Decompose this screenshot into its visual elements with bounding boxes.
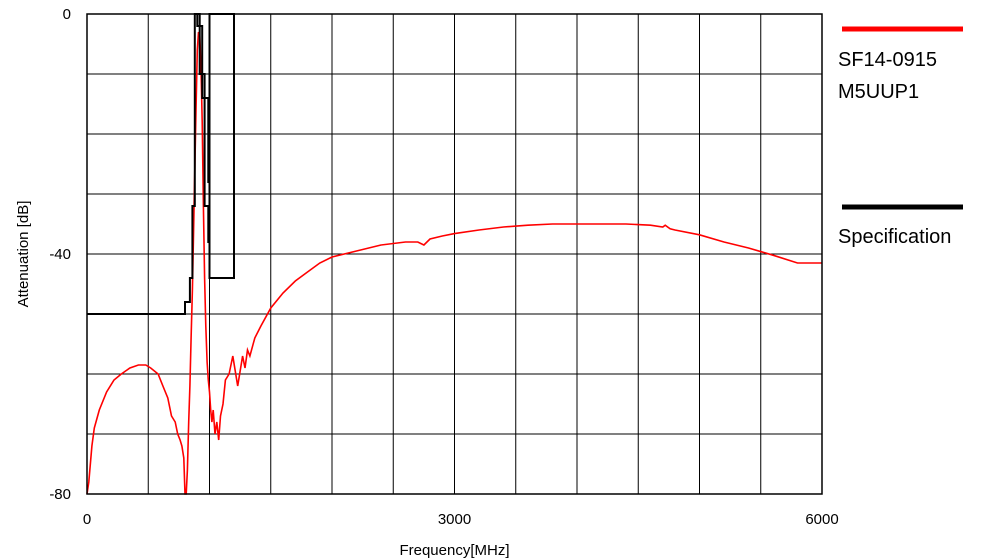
- series-lines: [86, 13, 822, 495]
- series-line-specification: [87, 13, 235, 315]
- x-tick-label: 0: [83, 511, 91, 528]
- x-tick-label: 6000: [805, 511, 838, 528]
- plot-frame: [86, 13, 823, 495]
- legend-label: SF14-0915: [838, 49, 937, 71]
- legend: SF14-0915 M5UUP1 Specification: [838, 26, 963, 248]
- y-tick-label: 0: [63, 6, 71, 23]
- legend-label: M5UUP1: [838, 81, 919, 103]
- grid: [87, 14, 822, 494]
- series-line-measured: [86, 31, 822, 495]
- legend-label: Specification: [838, 226, 951, 248]
- y-axis-title: Attenuation [dB]: [15, 201, 32, 308]
- x-tick-labels: 0 3000 6000: [83, 511, 839, 528]
- x-tick-label: 3000: [438, 511, 471, 528]
- y-tick-label: -40: [49, 246, 71, 263]
- x-axis-title: Frequency[MHz]: [399, 542, 509, 559]
- y-tick-labels: 0 -40 -80: [49, 6, 71, 503]
- y-tick-label: -80: [49, 486, 71, 503]
